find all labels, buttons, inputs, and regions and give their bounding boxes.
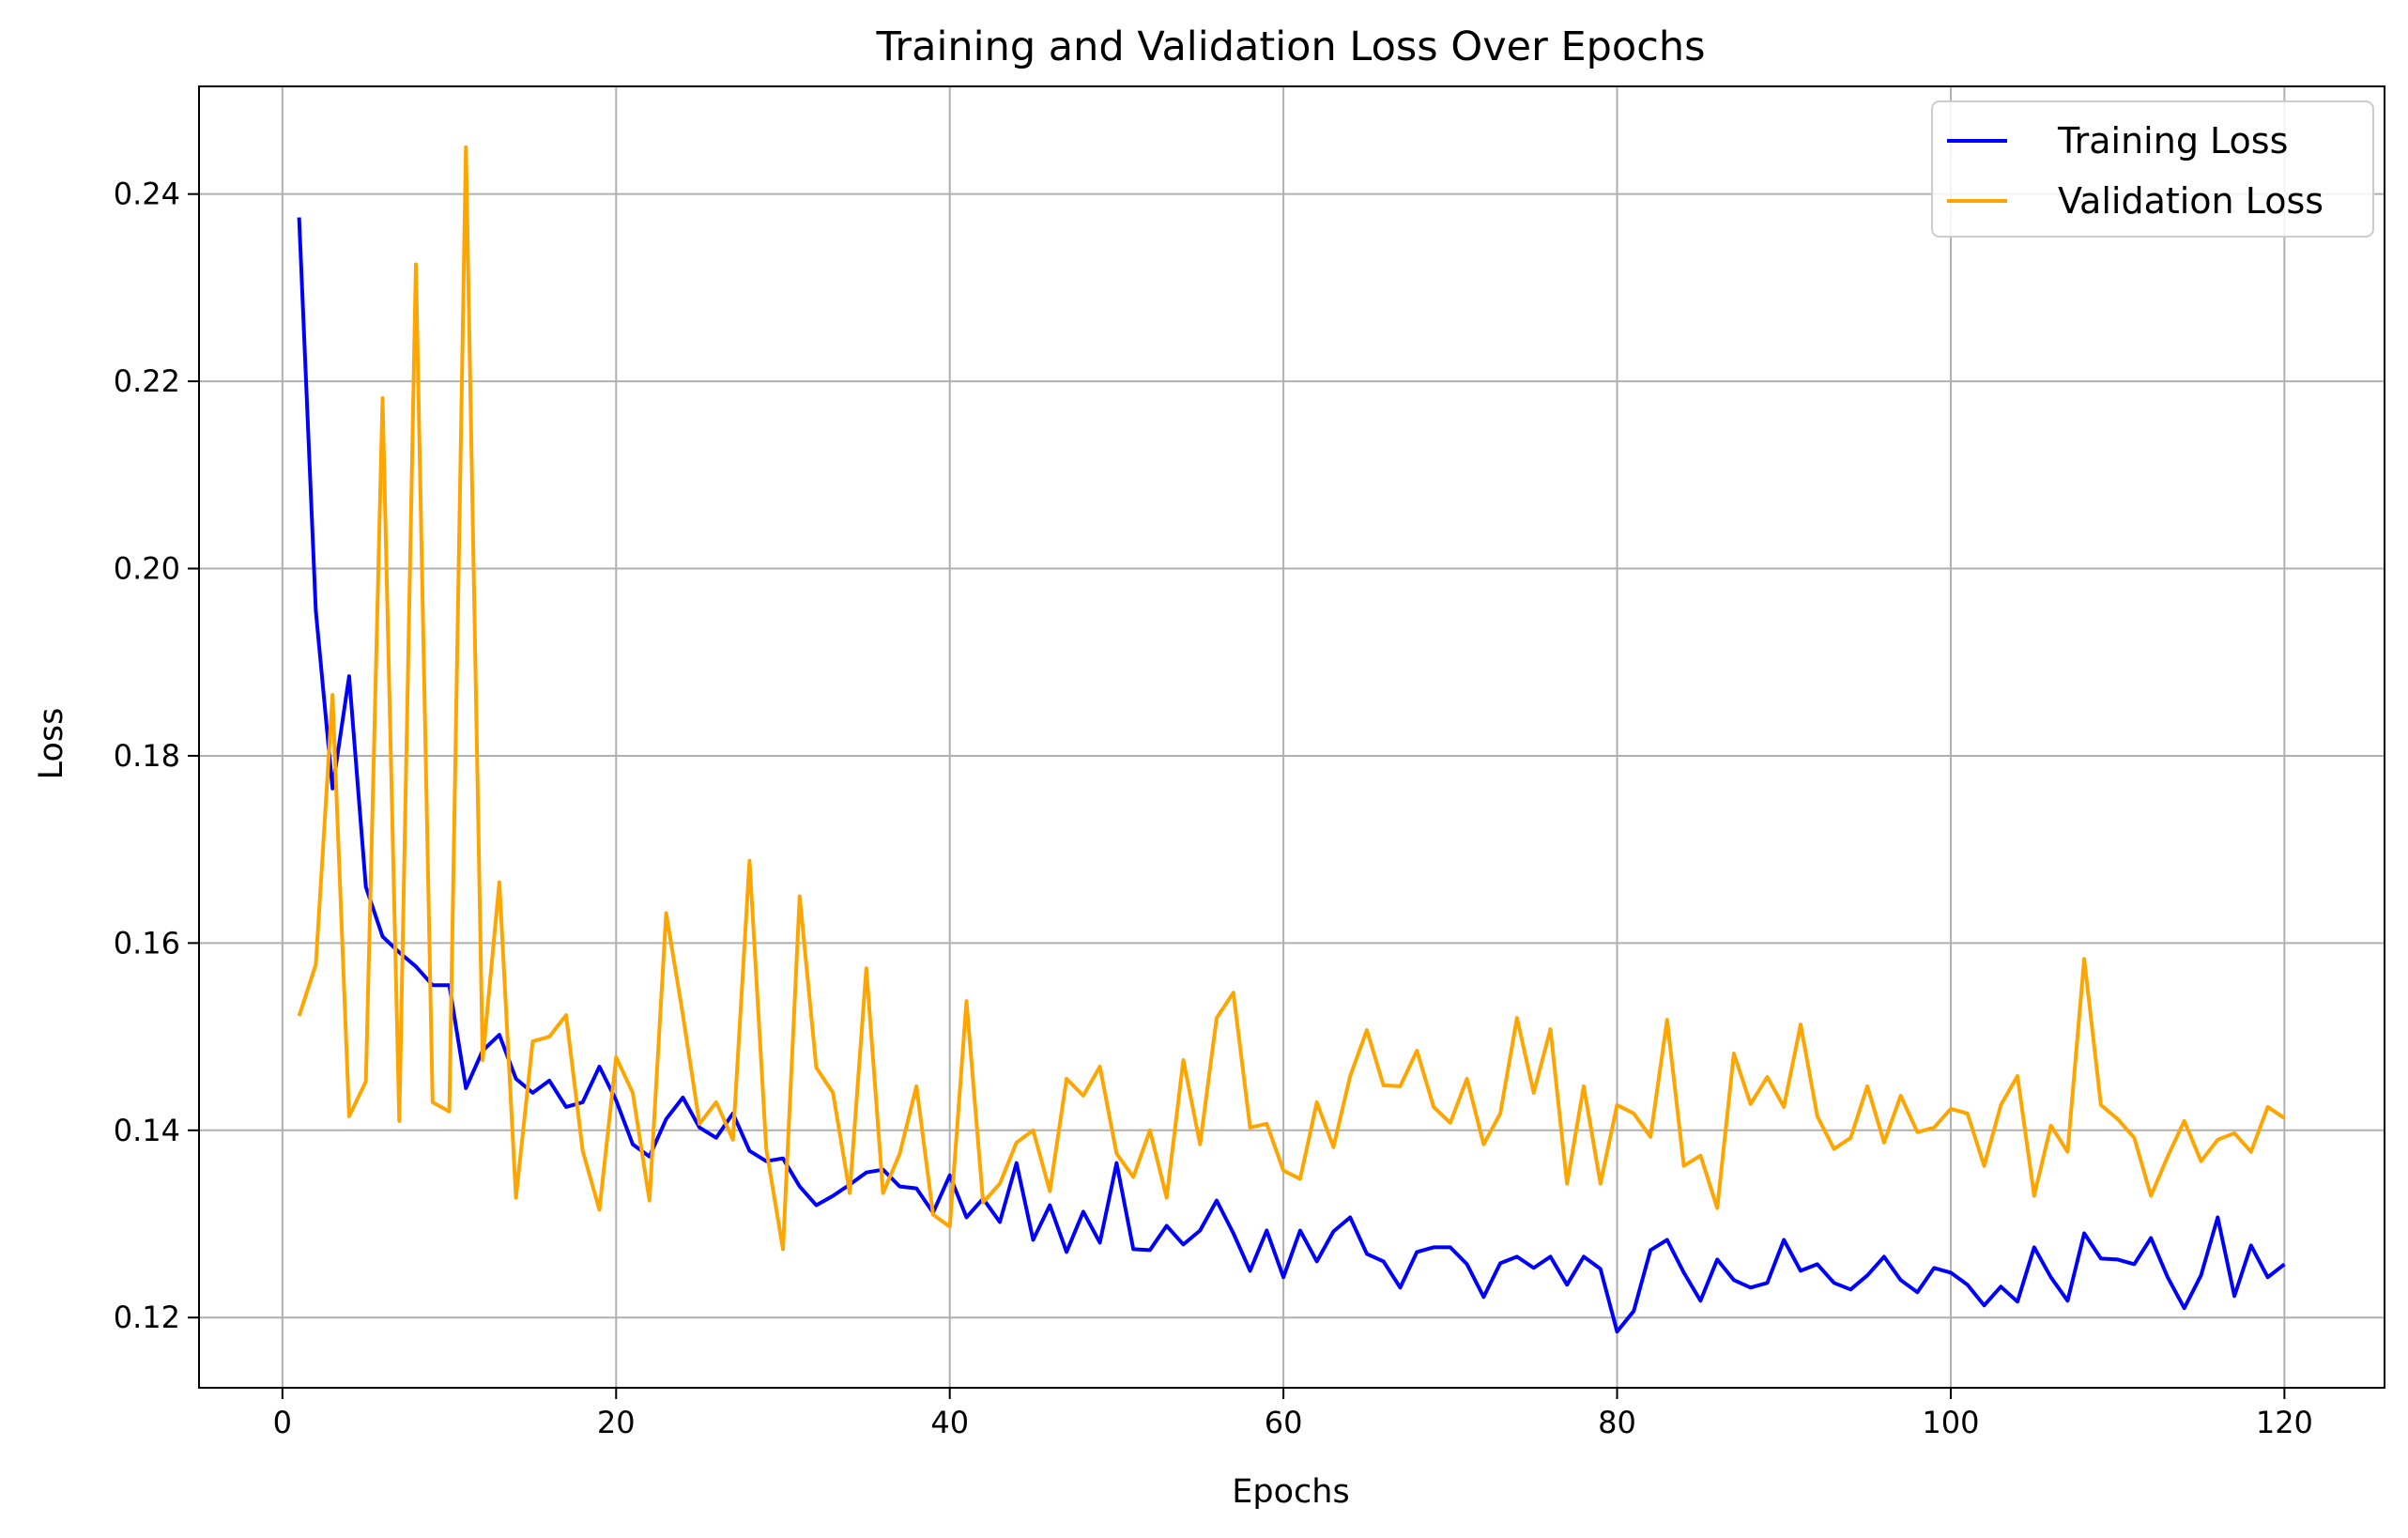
legend-box	[1931, 100, 2374, 238]
y-tick-label: 0.22	[114, 363, 180, 399]
x-tick-label: 80	[1598, 1405, 1636, 1440]
x-axis: 0 20 40 60 80 100 120	[273, 1388, 2313, 1440]
x-tick-label: 20	[597, 1405, 636, 1440]
chart-title: Training and Validation Loss Over Epochs	[875, 23, 1705, 70]
grid-lines	[199, 86, 2385, 1388]
x-tick-label: 40	[930, 1405, 969, 1440]
legend-label: Training Loss	[2057, 120, 2288, 161]
y-tick-label: 0.18	[114, 738, 180, 774]
legend: Training Loss Validation Loss	[1931, 100, 2374, 238]
plot-frame	[198, 85, 2385, 1389]
y-tick-label: 0.20	[114, 551, 180, 587]
y-tick-label: 0.24	[114, 177, 180, 212]
x-tick-label: 60	[1265, 1405, 1303, 1440]
legend-label: Validation Loss	[2058, 180, 2324, 222]
x-axis-label: Epochs	[1232, 1473, 1349, 1511]
y-axis-label: Loss	[33, 708, 70, 780]
series-layer	[297, 145, 2286, 1334]
y-axis: 0.12 0.14 0.16 0.18 0.20 0.22 0.24	[114, 177, 199, 1335]
x-tick-label: 100	[1922, 1405, 1979, 1440]
x-tick-label: 120	[2256, 1405, 2313, 1440]
y-tick-label: 0.14	[114, 1113, 180, 1148]
y-tick-label: 0.16	[114, 925, 180, 961]
y-tick-label: 0.12	[114, 1300, 180, 1335]
x-tick-label: 0	[273, 1405, 292, 1440]
series-line-validation-loss	[297, 145, 2286, 1252]
series-line-training-loss	[297, 217, 2286, 1334]
